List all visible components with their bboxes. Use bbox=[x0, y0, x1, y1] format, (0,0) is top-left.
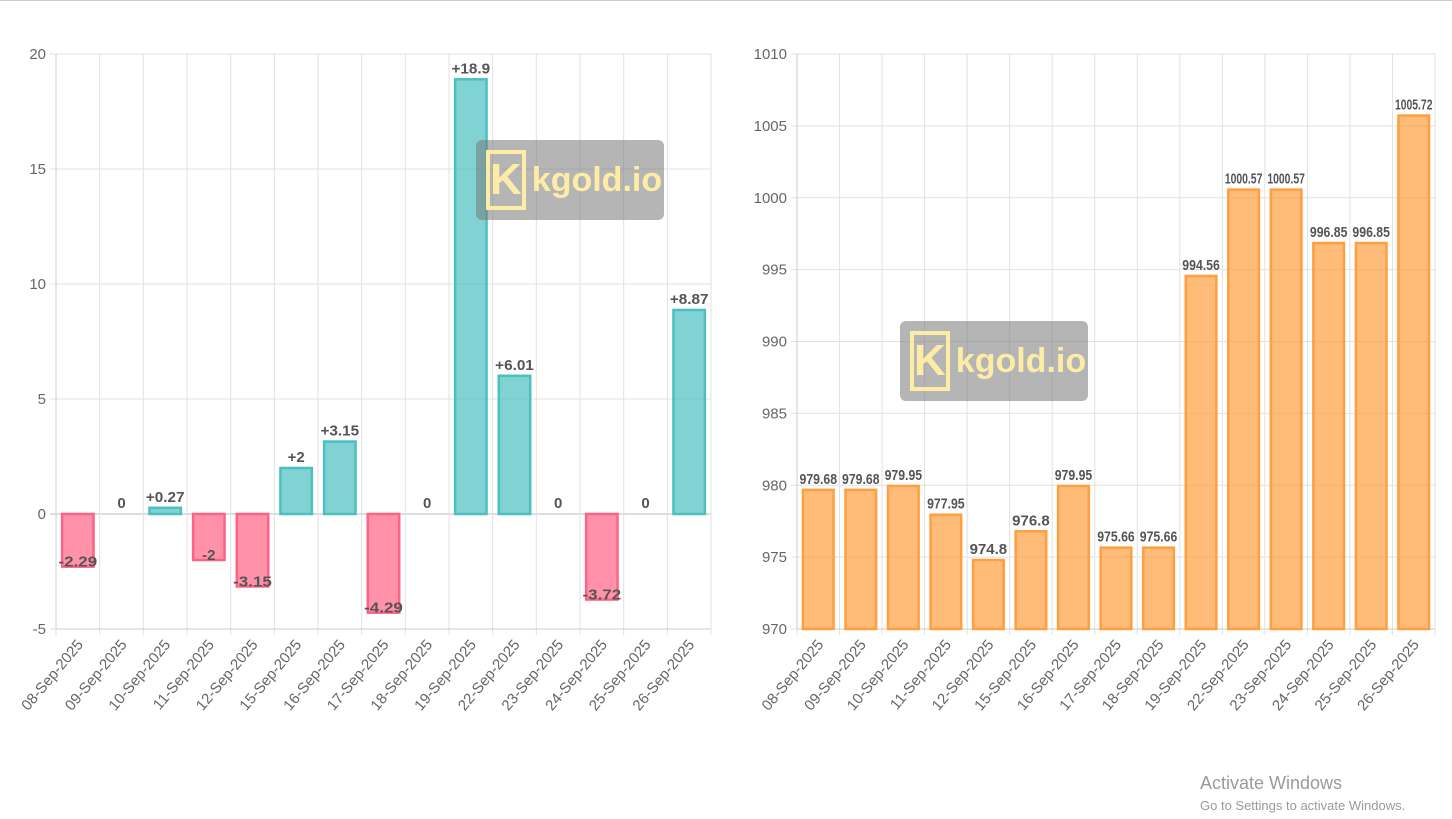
data-label: +18.9 bbox=[452, 60, 491, 77]
bar bbox=[235, 512, 270, 588]
bar bbox=[366, 512, 401, 614]
bar bbox=[584, 512, 619, 601]
y-tick-label: 1000 bbox=[754, 190, 787, 207]
data-label: -4.29 bbox=[364, 600, 403, 617]
data-label: -3.72 bbox=[583, 587, 622, 604]
y-tick-label: 995 bbox=[762, 262, 787, 279]
watermark-left: K kgold.io bbox=[476, 140, 664, 220]
data-label: 1000.57 bbox=[1267, 171, 1305, 188]
y-tick-label: 0 bbox=[38, 506, 46, 523]
data-label: 976.8 bbox=[1012, 512, 1050, 529]
watermark-logo-icon: K bbox=[910, 331, 950, 391]
data-label: 979.95 bbox=[885, 467, 923, 484]
y-tick-label: 20 bbox=[29, 46, 46, 63]
bar bbox=[801, 488, 835, 631]
y-tick-label: 970 bbox=[762, 621, 787, 638]
data-label: -2 bbox=[202, 547, 215, 564]
data-label: 0 bbox=[117, 495, 125, 512]
data-label: 996.85 bbox=[1310, 224, 1348, 241]
bar bbox=[148, 506, 183, 516]
data-label: 996.85 bbox=[1352, 224, 1390, 241]
bar bbox=[971, 558, 1005, 631]
y-tick-label: 1005 bbox=[754, 118, 787, 135]
y-tick-label: 1010 bbox=[754, 46, 787, 63]
data-label: 0 bbox=[641, 495, 649, 512]
y-tick-label: 5 bbox=[38, 391, 46, 408]
y-tick-label: 15 bbox=[29, 161, 46, 178]
activate-windows-notice: Activate Windows Go to Settings to activ… bbox=[1200, 773, 1405, 813]
bar bbox=[1099, 546, 1133, 631]
bar bbox=[191, 512, 226, 562]
data-label: +3.15 bbox=[321, 423, 360, 440]
y-tick-label: 975 bbox=[762, 549, 787, 566]
watermark-text: kgold.io bbox=[531, 160, 663, 199]
data-label: 0 bbox=[554, 495, 562, 512]
watermark-right: K kgold.io bbox=[900, 321, 1088, 401]
bar bbox=[1184, 274, 1218, 631]
data-label: +2 bbox=[288, 449, 305, 466]
activate-windows-subtitle: Go to Settings to activate Windows. bbox=[1200, 798, 1406, 813]
data-label: 974.8 bbox=[970, 541, 1008, 558]
data-label: 975.66 bbox=[1140, 529, 1178, 546]
data-label: -2.29 bbox=[59, 554, 98, 571]
bar bbox=[1227, 188, 1261, 631]
data-label: 975.66 bbox=[1097, 529, 1135, 546]
data-label: +0.27 bbox=[146, 489, 185, 506]
bar bbox=[672, 308, 707, 516]
bar bbox=[1312, 241, 1346, 631]
data-label: +6.01 bbox=[495, 357, 534, 374]
bar bbox=[1269, 188, 1303, 631]
activate-windows-title: Activate Windows bbox=[1200, 773, 1343, 793]
data-label: +8.87 bbox=[670, 291, 709, 308]
bar bbox=[497, 374, 532, 516]
data-label: 979.68 bbox=[842, 471, 880, 488]
bar bbox=[1397, 114, 1431, 631]
watermark-logo-icon: K bbox=[486, 150, 526, 210]
bar bbox=[60, 512, 95, 568]
data-label: -3.15 bbox=[233, 573, 272, 590]
data-label: 1000.57 bbox=[1225, 171, 1263, 188]
data-label: 979.95 bbox=[1055, 467, 1093, 484]
y-tick-label: 990 bbox=[762, 334, 787, 351]
bar bbox=[1354, 241, 1388, 631]
data-label: 994.56 bbox=[1182, 257, 1220, 274]
y-tick-label: 980 bbox=[762, 477, 787, 494]
bar bbox=[1014, 530, 1048, 631]
data-label: 977.95 bbox=[927, 496, 965, 513]
y-tick-label: 985 bbox=[762, 405, 787, 422]
bar bbox=[886, 484, 920, 631]
data-label: 0 bbox=[423, 495, 431, 512]
bar bbox=[929, 513, 963, 631]
data-label: 979.68 bbox=[800, 471, 838, 488]
bar bbox=[279, 466, 314, 516]
watermark-text: kgold.io bbox=[955, 341, 1087, 380]
y-tick-label: -5 bbox=[33, 621, 46, 638]
data-label: 1005.72 bbox=[1395, 97, 1433, 114]
y-tick-label: 10 bbox=[29, 276, 46, 293]
bar bbox=[1056, 484, 1091, 631]
bar bbox=[1141, 546, 1176, 631]
bar bbox=[322, 440, 357, 516]
bar bbox=[844, 488, 878, 631]
